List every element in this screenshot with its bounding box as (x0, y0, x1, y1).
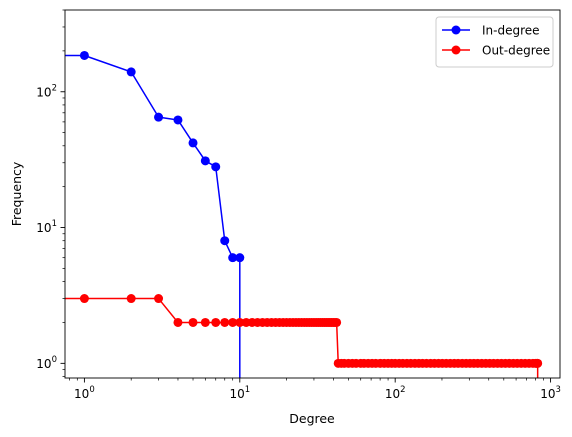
legend-label-out-degree: Out-degree (482, 44, 550, 58)
data-point-out-degree (228, 317, 238, 327)
data-point-in-degree (188, 138, 198, 148)
data-point-in-degree (126, 67, 136, 77)
data-point-out-degree (188, 317, 198, 327)
data-point-in-degree (211, 162, 221, 172)
data-point-in-degree (200, 156, 210, 166)
data-point-out-degree (533, 358, 543, 368)
x-tick-label: 101 (229, 385, 250, 401)
data-point-in-degree (228, 253, 238, 263)
data-point-out-degree (220, 317, 230, 327)
x-tick-label: 102 (385, 385, 406, 401)
y-tick-label: 102 (36, 83, 57, 99)
data-point-in-degree (173, 115, 183, 125)
x-axis-label: Degree (289, 411, 335, 426)
data-point-out-degree (235, 317, 245, 327)
data-point-in-degree (79, 50, 89, 60)
legend: In-degree Out-degree (435, 16, 554, 68)
x-tick-label: 103 (540, 385, 561, 401)
y-tick-label: 101 (36, 219, 57, 235)
data-point-out-degree (154, 294, 164, 304)
legend-label-in-degree: In-degree (482, 24, 540, 38)
data-point-out-degree (211, 317, 221, 327)
data-point-in-degree (235, 253, 245, 263)
data-point-out-degree (200, 317, 210, 327)
legend-marker-out-degree (451, 45, 461, 55)
x-tick-label: 100 (74, 385, 95, 401)
data-point-in-degree (220, 236, 230, 246)
data-point-in-degree (154, 112, 164, 122)
data-point-out-degree (79, 294, 89, 304)
data-point-out-degree (173, 317, 183, 327)
data-point-out-degree (126, 294, 136, 304)
data-point-out-degree (332, 317, 342, 327)
plot-frame (64, 9, 561, 379)
y-axis-label: Frequency (9, 161, 24, 226)
legend-marker-in-degree (451, 25, 461, 35)
y-tick-label: 100 (36, 355, 57, 371)
